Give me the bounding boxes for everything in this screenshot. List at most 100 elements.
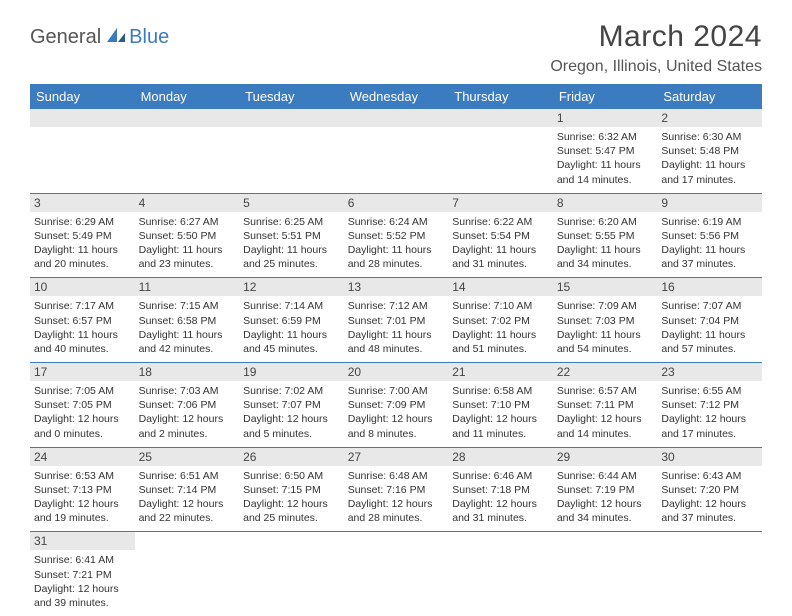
daylight-text: Daylight: 11 hours and 51 minutes.	[452, 328, 549, 356]
header: General Blue March 2024 Oregon, Illinois…	[30, 20, 762, 76]
day-details: Sunrise: 6:57 AMSunset: 7:11 PMDaylight:…	[557, 384, 654, 441]
sunrise-text: Sunrise: 7:14 AM	[243, 299, 340, 313]
logo-text-blue: Blue	[129, 26, 169, 49]
calendar-cell	[448, 109, 553, 193]
calendar-week-row: 3Sunrise: 6:29 AMSunset: 5:49 PMDaylight…	[30, 193, 762, 278]
sunset-text: Sunset: 7:15 PM	[243, 483, 340, 497]
sunset-text: Sunset: 7:11 PM	[557, 398, 654, 412]
sunset-text: Sunset: 5:54 PM	[452, 229, 549, 243]
col-monday: Monday	[135, 84, 240, 109]
day-details: Sunrise: 6:55 AMSunset: 7:12 PMDaylight:…	[661, 384, 758, 441]
sunrise-text: Sunrise: 7:05 AM	[34, 384, 131, 398]
day-number: 27	[344, 448, 449, 466]
sunrise-text: Sunrise: 6:29 AM	[34, 215, 131, 229]
day-details: Sunrise: 7:03 AMSunset: 7:06 PMDaylight:…	[139, 384, 236, 441]
calendar-cell	[239, 532, 344, 616]
daylight-text: Daylight: 11 hours and 25 minutes.	[243, 243, 340, 271]
calendar-cell: 21 Sunrise: 6:58 AMSunset: 7:10 PMDayligh…	[448, 363, 553, 448]
daylight-text: Daylight: 12 hours and 28 minutes.	[348, 497, 445, 525]
daylight-text: Daylight: 12 hours and 34 minutes.	[557, 497, 654, 525]
sunset-text: Sunset: 7:02 PM	[452, 314, 549, 328]
sunrise-text: Sunrise: 7:12 AM	[348, 299, 445, 313]
sunset-text: Sunset: 5:56 PM	[661, 229, 758, 243]
sunrise-text: Sunrise: 7:10 AM	[452, 299, 549, 313]
day-number: 26	[239, 448, 344, 466]
sunrise-text: Sunrise: 6:48 AM	[348, 469, 445, 483]
day-details: Sunrise: 6:58 AMSunset: 7:10 PMDaylight:…	[452, 384, 549, 441]
day-number: 7	[448, 194, 553, 212]
daylight-text: Daylight: 12 hours and 37 minutes.	[661, 497, 758, 525]
calendar-cell: 6Sunrise: 6:24 AMSunset: 5:52 PMDaylight…	[344, 193, 449, 278]
daylight-text: Daylight: 12 hours and 19 minutes.	[34, 497, 131, 525]
calendar-cell: 15Sunrise: 7:09 AMSunset: 7:03 PMDayligh…	[553, 278, 658, 363]
calendar-cell: 1Sunrise: 6:32 AMSunset: 5:47 PMDaylight…	[553, 109, 658, 193]
day-number: 20	[344, 363, 449, 381]
calendar-table: Sunday Monday Tuesday Wednesday Thursday…	[30, 84, 762, 616]
empty-day-bar	[448, 109, 553, 127]
day-details: Sunrise: 6:19 AMSunset: 5:56 PMDaylight:…	[661, 215, 758, 272]
daylight-text: Daylight: 11 hours and 42 minutes.	[139, 328, 236, 356]
day-details: Sunrise: 6:30 AMSunset: 5:48 PMDaylight:…	[661, 130, 758, 187]
day-number: 3	[30, 194, 135, 212]
day-number: 6	[344, 194, 449, 212]
calendar-cell	[239, 109, 344, 193]
day-details: Sunrise: 7:02 AMSunset: 7:07 PMDaylight:…	[243, 384, 340, 441]
calendar-cell: 19Sunrise: 7:02 AMSunset: 7:07 PMDayligh…	[239, 363, 344, 448]
logo-text-general: General	[30, 26, 101, 49]
sunrise-text: Sunrise: 7:00 AM	[348, 384, 445, 398]
empty-day-bar	[239, 109, 344, 127]
daylight-text: Daylight: 12 hours and 22 minutes.	[139, 497, 236, 525]
sunrise-text: Sunrise: 6:25 AM	[243, 215, 340, 229]
day-number: 5	[239, 194, 344, 212]
logo: General Blue	[30, 26, 169, 49]
day-number: 24	[30, 448, 135, 466]
daylight-text: Daylight: 11 hours and 17 minutes.	[661, 158, 758, 186]
day-number: 22	[553, 363, 658, 381]
day-details: Sunrise: 6:50 AMSunset: 7:15 PMDaylight:…	[243, 469, 340, 526]
empty-day-bar	[135, 109, 240, 127]
day-details: Sunrise: 6:22 AMSunset: 5:54 PMDaylight:…	[452, 215, 549, 272]
calendar-cell: 16Sunrise: 7:07 AMSunset: 7:04 PMDayligh…	[657, 278, 762, 363]
calendar-week-row: 31Sunrise: 6:41 AMSunset: 7:21 PMDayligh…	[30, 532, 762, 616]
day-number: 14	[448, 278, 553, 296]
col-sunday: Sunday	[30, 84, 135, 109]
day-number: 30	[657, 448, 762, 466]
day-details: Sunrise: 6:46 AMSunset: 7:18 PMDaylight:…	[452, 469, 549, 526]
day-number: 1	[553, 109, 658, 127]
sunset-text: Sunset: 7:05 PM	[34, 398, 131, 412]
day-details: Sunrise: 7:10 AMSunset: 7:02 PMDaylight:…	[452, 299, 549, 356]
daylight-text: Daylight: 11 hours and 54 minutes.	[557, 328, 654, 356]
weekday-header-row: Sunday Monday Tuesday Wednesday Thursday…	[30, 84, 762, 109]
sunrise-text: Sunrise: 7:09 AM	[557, 299, 654, 313]
calendar-cell: 3Sunrise: 6:29 AMSunset: 5:49 PMDaylight…	[30, 193, 135, 278]
calendar-week-row: 1Sunrise: 6:32 AMSunset: 5:47 PMDaylight…	[30, 109, 762, 193]
daylight-text: Daylight: 12 hours and 8 minutes.	[348, 412, 445, 440]
sunset-text: Sunset: 7:18 PM	[452, 483, 549, 497]
calendar-week-row: 24Sunrise: 6:53 AMSunset: 7:13 PMDayligh…	[30, 447, 762, 532]
daylight-text: Daylight: 11 hours and 23 minutes.	[139, 243, 236, 271]
col-thursday: Thursday	[448, 84, 553, 109]
day-number: 18	[135, 363, 240, 381]
calendar-cell: 2Sunrise: 6:30 AMSunset: 5:48 PMDaylight…	[657, 109, 762, 193]
sunset-text: Sunset: 7:12 PM	[661, 398, 758, 412]
calendar-cell: 27Sunrise: 6:48 AMSunset: 7:16 PMDayligh…	[344, 447, 449, 532]
day-number: 4	[135, 194, 240, 212]
sunrise-text: Sunrise: 6:57 AM	[557, 384, 654, 398]
sunrise-text: Sunrise: 7:07 AM	[661, 299, 758, 313]
sunset-text: Sunset: 5:55 PM	[557, 229, 654, 243]
sunrise-text: Sunrise: 6:44 AM	[557, 469, 654, 483]
calendar-cell	[657, 532, 762, 616]
calendar-cell: 10Sunrise: 7:17 AMSunset: 6:57 PMDayligh…	[30, 278, 135, 363]
daylight-text: Daylight: 11 hours and 45 minutes.	[243, 328, 340, 356]
sunset-text: Sunset: 7:14 PM	[139, 483, 236, 497]
sunrise-text: Sunrise: 6:30 AM	[661, 130, 758, 144]
day-number: 21	[448, 363, 553, 381]
sunset-text: Sunset: 5:50 PM	[139, 229, 236, 243]
calendar-cell: 22 Sunrise: 6:57 AMSunset: 7:11 PMDayligh…	[553, 363, 658, 448]
sunset-text: Sunset: 7:09 PM	[348, 398, 445, 412]
sunrise-text: Sunrise: 6:50 AM	[243, 469, 340, 483]
calendar-cell: 28 Sunrise: 6:46 AMSunset: 7:18 PMDayligh…	[448, 447, 553, 532]
sunset-text: Sunset: 5:52 PM	[348, 229, 445, 243]
day-number: 28	[448, 448, 553, 466]
sunset-text: Sunset: 7:10 PM	[452, 398, 549, 412]
